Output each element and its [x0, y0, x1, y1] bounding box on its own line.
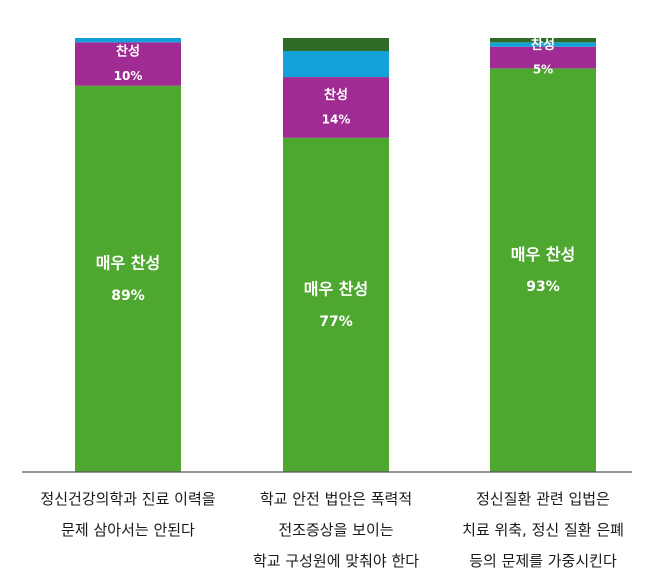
bar-segment-1-1: [75, 85, 181, 473]
bar-segment-2-4: [283, 38, 389, 52]
segment-value-label-1-2: 10%: [114, 69, 143, 83]
bars-layer: [75, 38, 596, 473]
segment-name-label-3-2: 찬성: [531, 37, 555, 53]
segment-value-label-2-2: 14%: [322, 113, 351, 127]
bar-segment-3-2: [490, 46, 596, 69]
bar-segment-2-1: [283, 137, 389, 472]
segment-labels-layer: 매우 찬성 89% 찬성 10% 매우 찬성 77% 찬성 14% 매우 찬성 93% 찬성 5%: [96, 37, 575, 330]
segment-value-label-3-1: 93%: [526, 279, 560, 295]
category-label-line: 학교 구성원에 맞춰야 한다: [252, 552, 420, 570]
category-label-line: 문제 삼아서는 안된다: [61, 521, 195, 539]
category-label-line: 전조증상을 보이는: [278, 521, 394, 539]
bar-segment-3-1: [490, 68, 596, 472]
segment-value-label-3-2: 5%: [533, 63, 553, 77]
bar-segment-2-3: [283, 51, 389, 78]
category-label-line: 학교 안전 법안은 폭력적: [259, 490, 413, 508]
bar-segment-3-3: [490, 42, 596, 47]
segment-name-label-1-1: 매우 찬성: [96, 253, 160, 272]
bar-segment-1-3: [75, 38, 181, 43]
segment-name-label-2-2: 찬성: [324, 87, 348, 103]
category-label-line: 정신질환 관련 입법은: [476, 490, 610, 508]
bar-segment-3-4: [490, 38, 596, 43]
segment-value-label-1-1: 89%: [111, 288, 145, 304]
segment-value-label-2-1: 77%: [319, 314, 353, 330]
bar-segment-2-2: [283, 77, 389, 138]
bar-segment-1-2: [75, 42, 181, 86]
category-label-line: 치료 위축, 정신 질환 은폐: [462, 521, 624, 539]
category-label-line: 정신건강의학과 진료 이력을: [40, 490, 216, 508]
segment-name-label-2-1: 매우 찬성: [304, 280, 368, 299]
segment-name-label-1-2: 찬성: [116, 44, 140, 60]
category-label-line: 등의 문제를 가중시킨다: [469, 552, 617, 570]
segment-name-label-3-1: 매우 찬성: [511, 245, 575, 264]
